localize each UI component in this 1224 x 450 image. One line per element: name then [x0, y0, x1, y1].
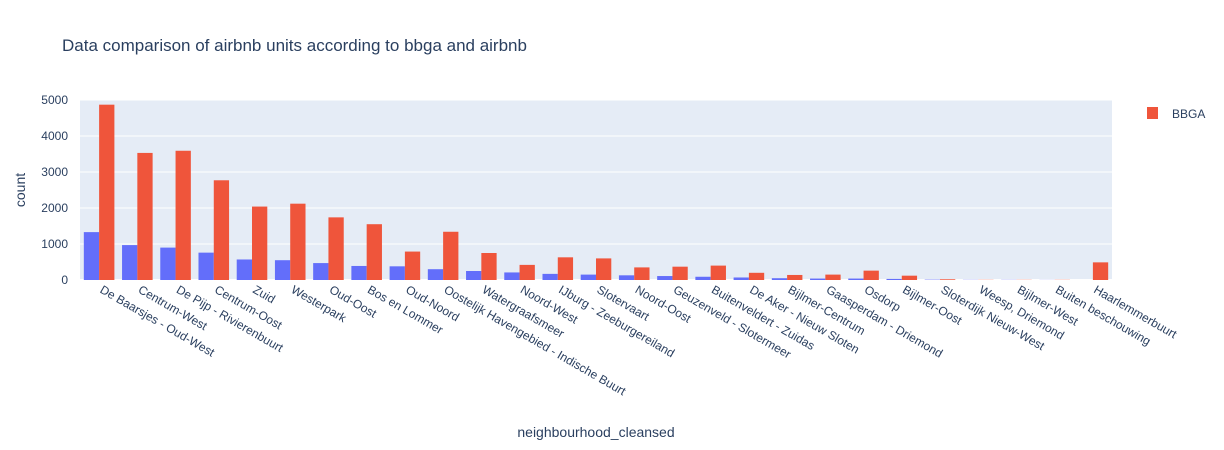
chart-title: Data comparison of airbnb units accordin…: [62, 36, 527, 55]
legend-swatch[interactable]: [1147, 107, 1158, 119]
y-tick-label: 4000: [41, 129, 68, 143]
bar-series-1[interactable]: [160, 247, 176, 280]
bar-series-1[interactable]: [848, 278, 864, 280]
bar-series-1[interactable]: [771, 278, 788, 280]
bar-series-2[interactable]: [863, 270, 879, 280]
bar-series-1[interactable]: [198, 252, 214, 280]
bar-series-1[interactable]: [351, 265, 367, 280]
bar-series-2[interactable]: [252, 206, 268, 280]
y-tick-label: 1000: [41, 237, 68, 251]
bar-series-1[interactable]: [122, 245, 138, 280]
bar-series-2[interactable]: [175, 150, 191, 280]
bar-series-1[interactable]: [274, 260, 291, 280]
legend[interactable]: BBGA: [1147, 107, 1205, 121]
bar-series-2[interactable]: [137, 152, 153, 280]
bar-series-1[interactable]: [466, 271, 482, 280]
bar-series-2[interactable]: [672, 266, 688, 280]
bar-series-1[interactable]: [389, 266, 405, 280]
bar-series-1[interactable]: [618, 275, 635, 280]
bar-series-1[interactable]: [810, 278, 826, 280]
y-tick-label: 3000: [41, 165, 68, 179]
bar-series-2[interactable]: [901, 275, 918, 280]
plot-area: [80, 100, 1112, 280]
bar-series-2[interactable]: [443, 231, 459, 280]
bars: [83, 104, 1109, 281]
bar-series-2[interactable]: [634, 267, 650, 280]
bar-series-2[interactable]: [825, 274, 841, 280]
bar-series-2[interactable]: [1092, 262, 1109, 280]
y-tick-label: 5000: [41, 93, 68, 107]
legend-label[interactable]: BBGA: [1172, 107, 1205, 121]
bar-series-2[interactable]: [557, 257, 574, 280]
bar-series-2[interactable]: [481, 253, 497, 280]
bar-series-1[interactable]: [504, 272, 520, 280]
bar-series-1[interactable]: [657, 276, 673, 280]
x-axis-title: neighbourhood_cleansed: [517, 424, 674, 440]
bar-series-2[interactable]: [787, 274, 803, 280]
bar-series-2[interactable]: [404, 251, 421, 280]
bar-series-2[interactable]: [940, 279, 956, 280]
bar-series-2[interactable]: [596, 258, 612, 280]
bar-series-1[interactable]: [733, 277, 749, 280]
bar-series-1[interactable]: [236, 259, 252, 280]
bar-series-2[interactable]: [366, 224, 382, 280]
bar-series-2[interactable]: [213, 180, 230, 280]
bar-series-1[interactable]: [542, 273, 558, 280]
y-tick-labels: 0 1000 2000 3000 4000 5000: [41, 93, 68, 287]
bar-series-1[interactable]: [695, 276, 711, 280]
y-tick-label: 2000: [41, 201, 68, 215]
bar-series-2[interactable]: [519, 264, 535, 280]
bar-series-1[interactable]: [313, 263, 329, 280]
bar-series-2[interactable]: [328, 217, 344, 280]
bar-series-2[interactable]: [710, 265, 726, 280]
bar-series-2[interactable]: [290, 203, 306, 280]
bar-series-1[interactable]: [427, 269, 444, 280]
bar-series-2[interactable]: [99, 104, 115, 281]
bar-series-2[interactable]: [748, 272, 765, 280]
bar-series-1[interactable]: [83, 232, 100, 280]
bar-series-1[interactable]: [886, 278, 902, 280]
bar-series-1[interactable]: [580, 274, 596, 280]
y-axis-title: count: [12, 173, 28, 207]
y-tick-label: 0: [61, 273, 68, 287]
